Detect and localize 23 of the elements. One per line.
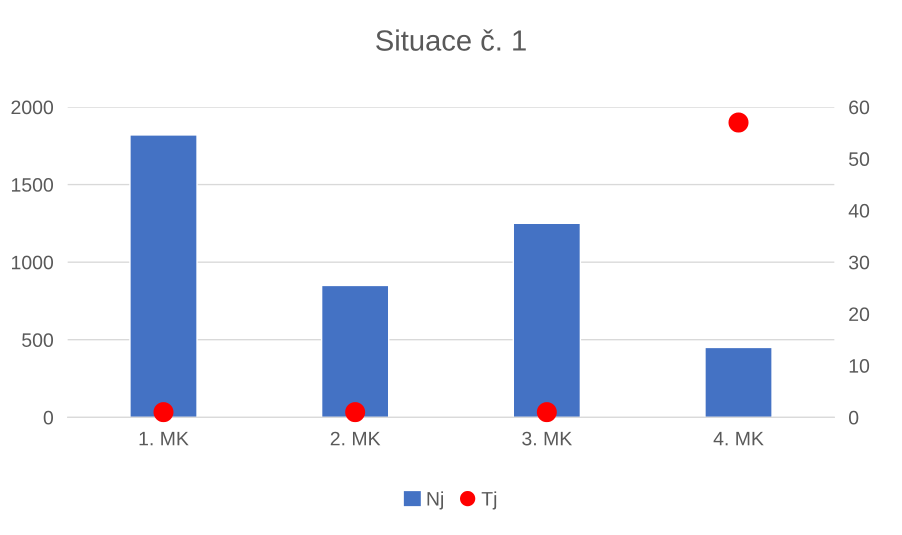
y2-tick-label: 0: [849, 410, 858, 425]
x-tick-label: 2. MK: [330, 432, 380, 446]
y-tick-label: 1500: [12, 178, 54, 192]
x-tick-label: 1. MK: [140, 432, 189, 446]
bar: [704, 346, 773, 418]
x-tick-label: 4. MK: [714, 432, 764, 446]
y2-tick-label: 50: [849, 152, 870, 166]
bar: [512, 222, 582, 418]
y2-tick-label: 30: [848, 256, 870, 270]
y-tick-label: 1000: [12, 256, 54, 270]
y-tick-label: 500: [22, 333, 54, 347]
y2-tick-label: 60: [849, 100, 870, 114]
y2-tick-label: 10: [850, 359, 870, 373]
bar: [320, 284, 390, 418]
legend-label: Tj: [482, 491, 496, 510]
y2-tick-label: 40: [848, 204, 870, 218]
bar: [129, 134, 198, 418]
legend-label: Nj: [428, 491, 443, 510]
chart-title: Situace č. 1: [376, 29, 526, 51]
y2-tick-label: 20: [849, 307, 870, 322]
y-tick-label: 0: [44, 410, 53, 425]
x-tick-label: 3. MK: [522, 432, 572, 446]
y-tick-label: 2000: [11, 100, 54, 114]
